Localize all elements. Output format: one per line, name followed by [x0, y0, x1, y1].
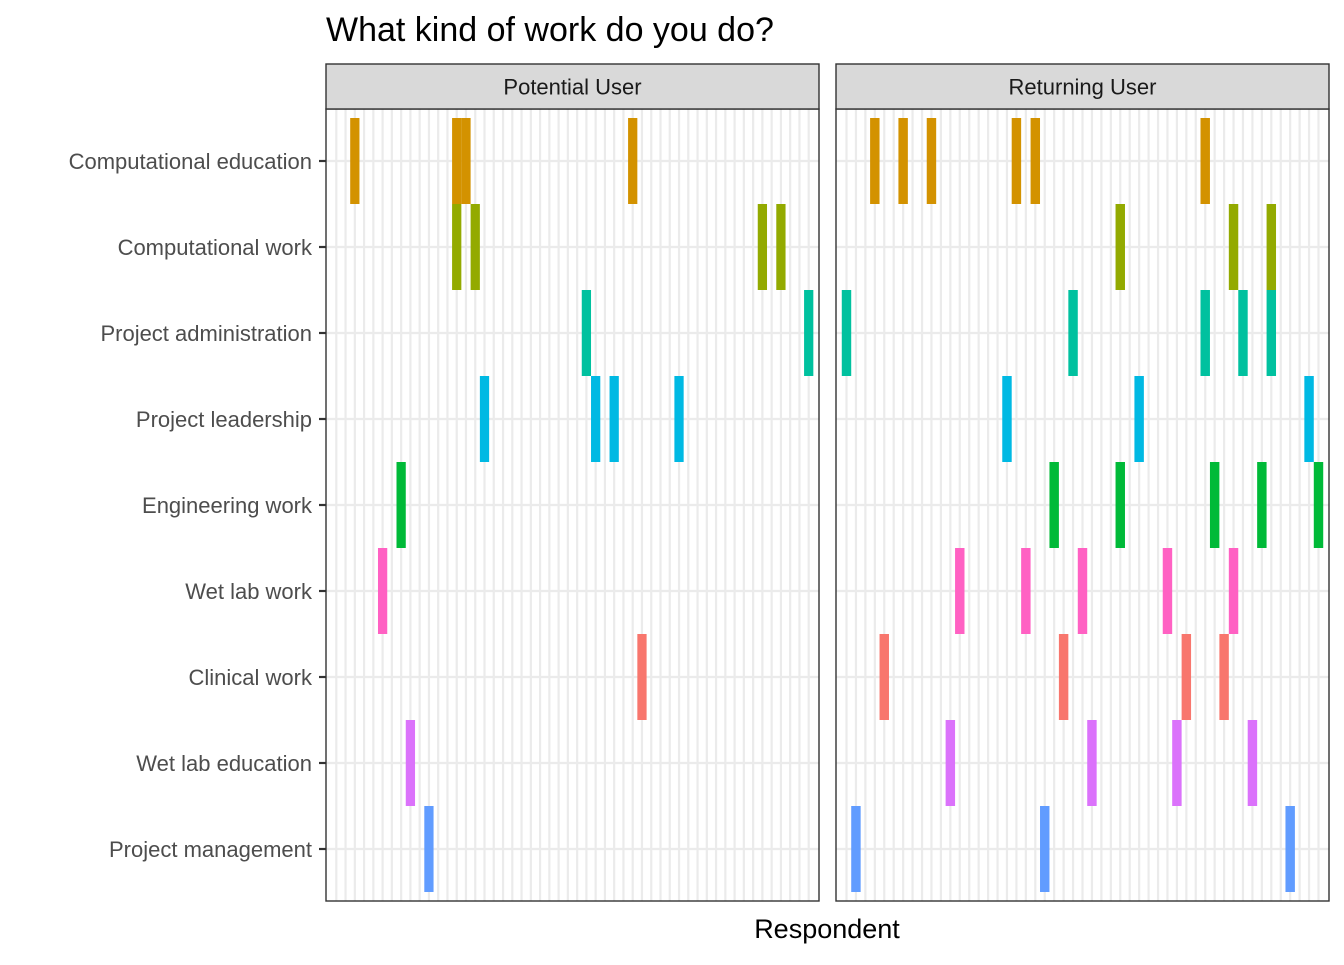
- response-tile: [945, 720, 956, 806]
- response-tile: [898, 118, 908, 204]
- response-tile: [776, 204, 786, 290]
- response-tile: [1172, 720, 1182, 806]
- y-tick-label: Project management: [109, 837, 312, 862]
- response-tile: [1266, 290, 1277, 376]
- response-tile: [1257, 462, 1267, 548]
- response-tile: [1247, 720, 1258, 806]
- response-tile: [1068, 290, 1078, 376]
- y-tick-label: Wet lab work: [185, 579, 313, 604]
- response-tile: [452, 118, 462, 204]
- response-tile: [581, 290, 592, 376]
- response-tile: [1209, 462, 1220, 548]
- response-tile: [1021, 548, 1031, 634]
- response-tile: [1313, 462, 1324, 548]
- response-tile: [591, 376, 601, 462]
- response-tile: [955, 548, 965, 634]
- response-tile: [1058, 634, 1069, 720]
- y-tick-label: Computational education: [69, 149, 312, 174]
- response-tile: [1228, 548, 1239, 634]
- chart-title: What kind of work do you do?: [326, 11, 774, 49]
- response-tile: [1162, 548, 1173, 634]
- response-tile: [674, 376, 684, 462]
- response-tile: [1049, 462, 1059, 548]
- y-tick-label: Wet lab education: [136, 751, 312, 776]
- response-tile: [1200, 290, 1210, 376]
- response-tile: [1077, 548, 1088, 634]
- response-tile: [1228, 204, 1239, 290]
- response-tile: [870, 118, 880, 204]
- response-tile: [841, 290, 852, 376]
- facet-panel: Returning User: [835, 63, 1330, 902]
- facet-strip: [325, 63, 820, 110]
- x-axis-label: Respondent: [754, 914, 900, 944]
- y-tick-label: Computational work: [118, 235, 313, 260]
- response-tile: [1238, 290, 1248, 376]
- response-tile: [350, 118, 360, 204]
- y-tick-label: Project administration: [100, 321, 312, 346]
- response-tile: [452, 204, 462, 290]
- response-tile: [377, 548, 388, 634]
- facet-panels: Potential User Returning User: [325, 63, 1330, 902]
- response-tile: [1115, 462, 1125, 548]
- facet-strip-label: Potential User: [503, 75, 641, 100]
- y-tick-label: Engineering work: [142, 493, 313, 518]
- response-tile: [1002, 376, 1012, 462]
- response-tile: [1200, 118, 1210, 204]
- response-tile: [1040, 806, 1050, 892]
- y-axis: Computational education Computational wor…: [69, 149, 326, 862]
- response-tile: [1304, 376, 1314, 462]
- response-tile: [479, 376, 490, 462]
- facet-panel: Potential User: [325, 63, 820, 902]
- response-tile: [396, 462, 406, 548]
- response-tile: [1219, 634, 1229, 720]
- response-tile: [628, 118, 638, 204]
- response-tile: [879, 634, 889, 720]
- response-tile: [1181, 634, 1192, 720]
- response-tile: [851, 806, 861, 892]
- response-tile: [405, 720, 416, 806]
- facet-strip: [835, 63, 1330, 110]
- response-tile: [1087, 720, 1097, 806]
- response-tile: [637, 634, 647, 720]
- response-tile: [1266, 204, 1277, 290]
- y-tick-label: Clinical work: [189, 665, 313, 690]
- response-tile: [757, 204, 768, 290]
- response-tile: [926, 118, 937, 204]
- y-tick-label: Project leadership: [136, 407, 312, 432]
- response-tile: [470, 204, 480, 290]
- response-tile: [1030, 118, 1041, 204]
- facet-strip-label: Returning User: [1009, 75, 1157, 100]
- response-tile: [1115, 204, 1125, 290]
- response-tile: [1285, 806, 1295, 892]
- response-tile: [609, 376, 619, 462]
- response-tile: [461, 118, 471, 204]
- response-tile: [804, 290, 814, 376]
- response-tile: [424, 806, 434, 892]
- response-tile: [1011, 118, 1022, 204]
- response-tile: [1134, 376, 1144, 462]
